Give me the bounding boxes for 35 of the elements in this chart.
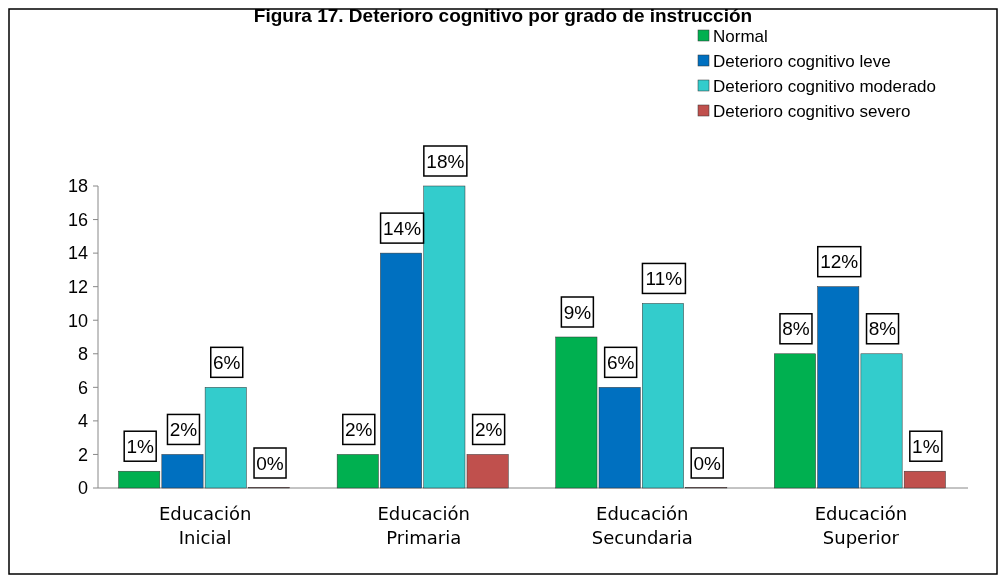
legend-label: Deterioro cognitivo moderado	[713, 76, 937, 96]
x-tick-label: Educación Superior	[814, 503, 908, 548]
legend-label: Deterioro cognitivo severo	[713, 101, 911, 121]
legend-label: Deterioro cognitivo leve	[713, 51, 891, 71]
data-label: 12%	[820, 251, 859, 273]
y-tick-label: 16	[67, 209, 88, 230]
legend-label: Normal	[713, 26, 768, 46]
y-tick-label: 2	[77, 444, 88, 465]
data-label: 14%	[383, 217, 422, 239]
data-label: 9%	[563, 301, 592, 323]
data-label: 0%	[693, 452, 722, 474]
chart-title: Figura 17. Deterioro cognitivo por grado de instrucción	[253, 5, 753, 26]
data-label: 8%	[782, 318, 810, 340]
x-tick-label: Educación Inicial	[158, 503, 252, 548]
y-tick-label: 14	[67, 243, 88, 264]
data-label: 0%	[256, 452, 284, 474]
data-label: 11%	[645, 268, 683, 290]
data-label: 2%	[474, 419, 503, 441]
y-tick-label: 18	[67, 176, 88, 197]
data-label: 6%	[213, 351, 241, 373]
data-label: 8%	[868, 318, 897, 340]
y-tick-label: 8	[77, 344, 88, 365]
data-label: 18%	[426, 150, 465, 172]
data-label: 1%	[912, 435, 940, 457]
data-label: 2%	[345, 419, 373, 441]
y-tick-label: 0	[77, 478, 88, 499]
x-tick-label: Educación Secundaria	[591, 503, 693, 548]
y-tick-label: 4	[77, 411, 88, 432]
y-tick-label: 10	[67, 310, 88, 331]
data-label: 1%	[126, 435, 155, 457]
y-tick-label: 6	[77, 377, 88, 398]
data-label: 6%	[606, 351, 635, 373]
y-tick-label: 12	[67, 276, 88, 297]
x-tick-label: Educación Primaria	[377, 503, 470, 548]
data-label: 2%	[169, 419, 198, 441]
